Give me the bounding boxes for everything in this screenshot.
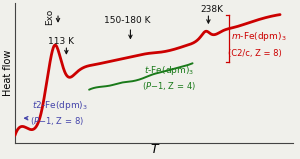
Text: $t$2-Fe(dpm)$_3$: $t$2-Fe(dpm)$_3$ <box>32 99 88 112</box>
Text: Exo: Exo <box>45 9 54 25</box>
Text: ($P$−1, Z = 8): ($P$−1, Z = 8) <box>30 115 84 127</box>
Text: 150-180 K: 150-180 K <box>104 16 151 25</box>
Text: 238K: 238K <box>200 5 223 14</box>
Text: $m$-Fe(dpm)$_3$: $m$-Fe(dpm)$_3$ <box>231 30 286 43</box>
Text: 113 K: 113 K <box>48 37 74 45</box>
Text: (C2/c, Z = 8): (C2/c, Z = 8) <box>228 49 282 58</box>
Text: $t$-Fe(dpm)$_3$: $t$-Fe(dpm)$_3$ <box>144 64 195 77</box>
Y-axis label: Heat flow: Heat flow <box>4 50 14 96</box>
Text: ($P$−1, Z = 4): ($P$−1, Z = 4) <box>142 80 196 92</box>
X-axis label: T: T <box>150 142 158 156</box>
